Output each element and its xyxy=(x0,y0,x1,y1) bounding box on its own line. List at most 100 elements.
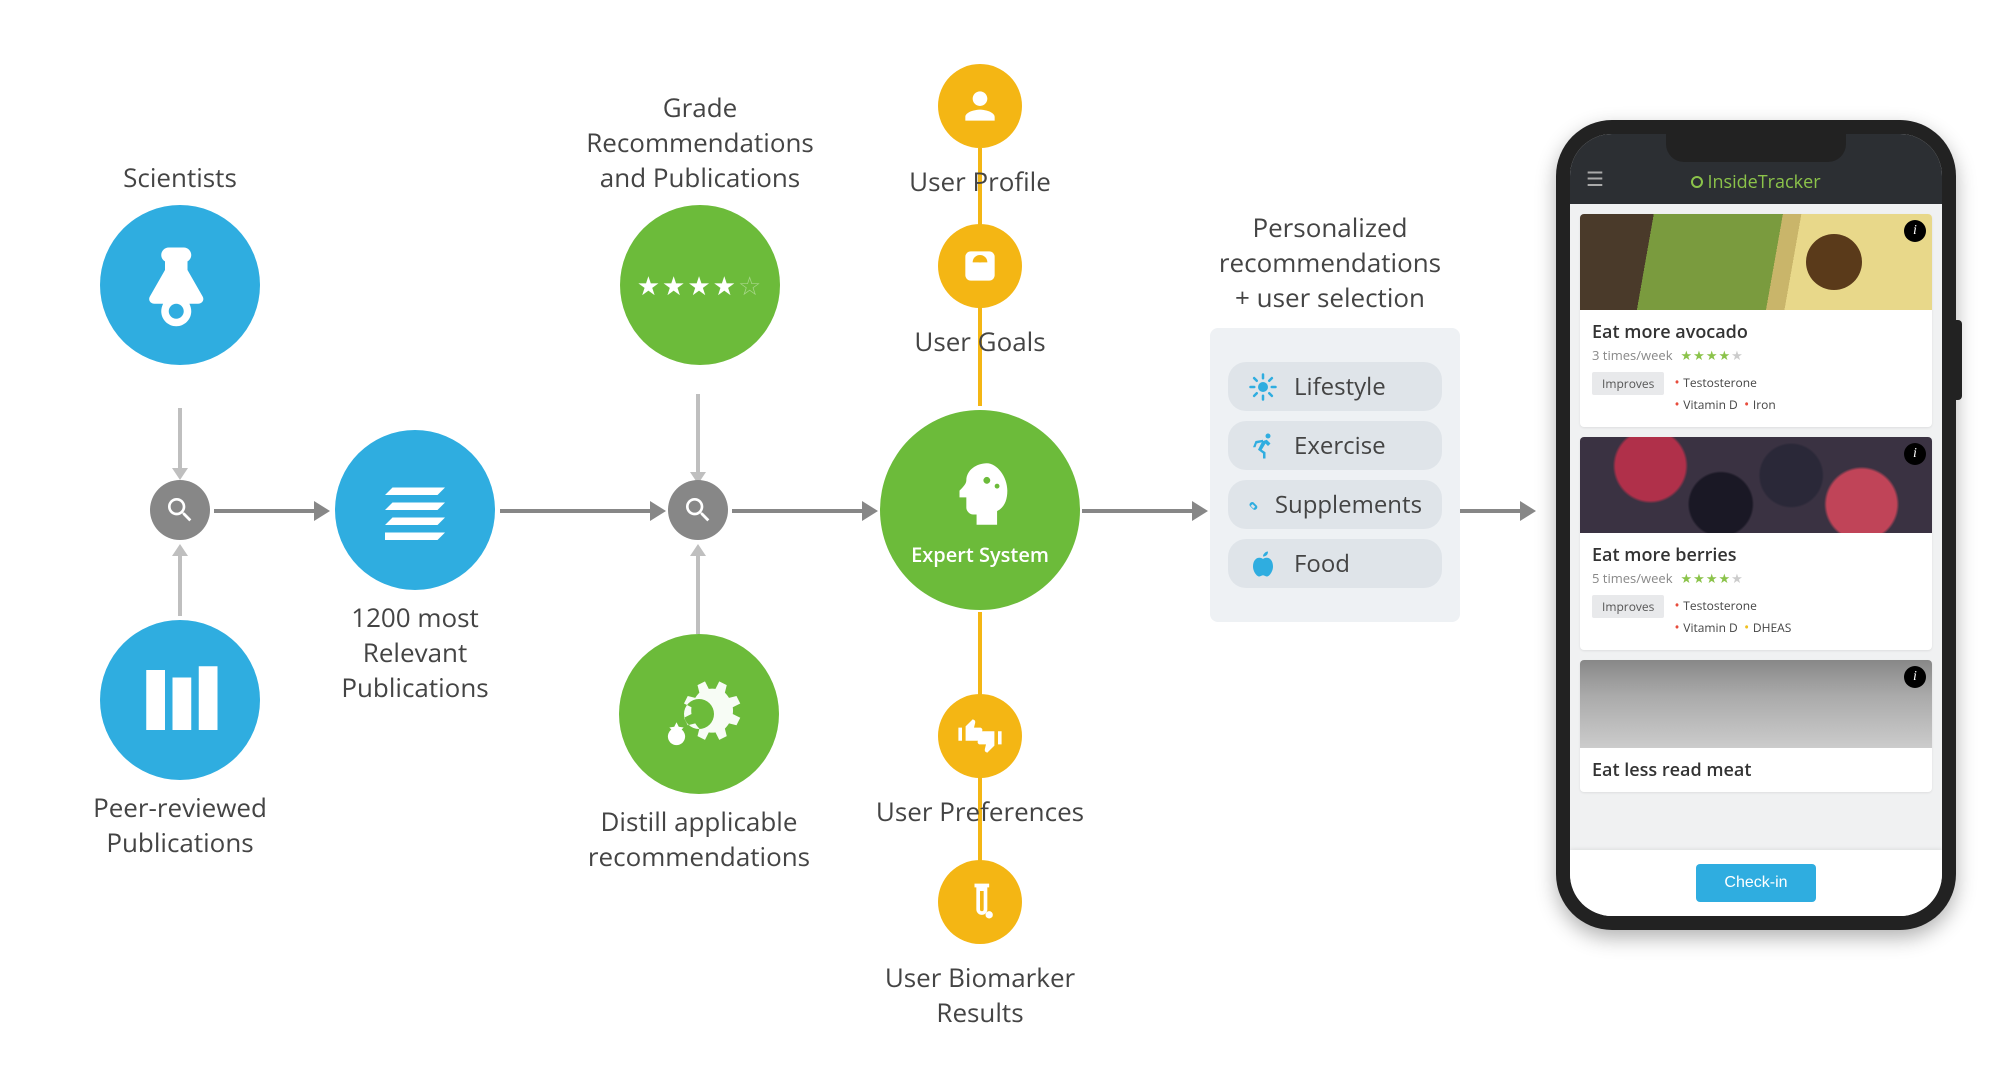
label-goals: User Goals xyxy=(880,324,1080,359)
tag: Iron xyxy=(1744,396,1776,413)
thumbs-icon xyxy=(938,694,1022,778)
connector xyxy=(214,509,314,513)
arrow-up-icon xyxy=(172,544,188,556)
node-search2 xyxy=(668,480,728,540)
magnify-icon xyxy=(150,480,210,540)
connector xyxy=(1082,509,1192,513)
user-icon xyxy=(938,64,1022,148)
card-freq: 3 times/week xyxy=(1592,346,1673,364)
arrow-right-icon xyxy=(650,501,666,521)
tag-list: Testosterone Vitamin D Iron xyxy=(1674,372,1775,417)
connector xyxy=(732,509,862,513)
node-grade: Grade Recommendations and Publications ★… xyxy=(570,90,830,365)
node-biomarker xyxy=(938,860,1022,944)
connector xyxy=(696,556,700,634)
stars-icon: ★★★★☆ xyxy=(620,205,780,365)
journals-icon xyxy=(100,620,260,780)
sun-icon xyxy=(1248,372,1278,402)
info-icon[interactable]: i xyxy=(1904,220,1926,242)
connector xyxy=(696,394,700,472)
node-scientists: Scientists xyxy=(80,160,280,365)
tag: DHEAS xyxy=(1744,619,1791,636)
brand-text: InsideTracker xyxy=(1707,170,1820,194)
card-image: i xyxy=(1580,214,1932,310)
connector xyxy=(178,556,182,616)
node-goals xyxy=(938,224,1022,308)
rec-item-food: Food xyxy=(1228,539,1442,588)
phone-footer: Check-in xyxy=(1570,850,1942,916)
arrow-right-icon xyxy=(1192,501,1208,521)
label-prefs: User Preferences xyxy=(870,794,1090,829)
connector xyxy=(178,408,182,468)
connector xyxy=(1460,509,1520,513)
arrow-up-icon xyxy=(690,544,706,556)
label-profile: User Profile xyxy=(880,164,1080,199)
pill-icon xyxy=(1248,490,1259,520)
info-icon[interactable]: i xyxy=(1904,443,1926,465)
card-freq: 5 times/week xyxy=(1592,569,1673,587)
info-icon[interactable]: i xyxy=(1904,666,1926,688)
card-stars: ★★★★★ xyxy=(1681,346,1744,364)
card-berries[interactable]: i Eat more berries 5 times/week ★★★★★ Imp… xyxy=(1580,437,1932,650)
arrow-right-icon xyxy=(314,501,330,521)
testtube-icon xyxy=(938,860,1022,944)
rec-label: Lifestyle xyxy=(1294,370,1386,403)
rec-item-lifestyle: Lifestyle xyxy=(1228,362,1442,411)
node-search1 xyxy=(150,480,210,540)
tag: Vitamin D xyxy=(1674,619,1737,636)
books-icon xyxy=(335,430,495,590)
card-title: Eat more berries xyxy=(1592,543,1920,567)
card-stars: ★★★★★ xyxy=(1681,569,1744,587)
rec-label: Supplements xyxy=(1275,488,1422,521)
apple-icon xyxy=(1248,549,1278,579)
connector xyxy=(500,509,650,513)
tag-list: Testosterone Vitamin D DHEAS xyxy=(1674,595,1791,640)
scale-icon xyxy=(938,224,1022,308)
scientists-icon xyxy=(100,205,260,365)
card-image: i xyxy=(1580,437,1932,533)
phone-body: i Eat more avocado 3 times/week ★★★★★ Imp… xyxy=(1570,204,1942,850)
rec-item-exercise: Exercise xyxy=(1228,421,1442,470)
app-logo: InsideTracker xyxy=(1691,170,1820,194)
card-meat[interactable]: i Eat less read meat xyxy=(1580,660,1932,792)
arrow-down-icon xyxy=(172,468,188,480)
brain-icon: Expert System xyxy=(880,410,1080,610)
node-profile xyxy=(938,64,1022,148)
node-distill: Distill applicable recommendations xyxy=(584,634,814,874)
label-biomarker: User Biomarker Results xyxy=(870,960,1090,1030)
label-grade: Grade Recommendations and Publications xyxy=(570,90,830,195)
label-pubs: 1200 most Relevant Publications xyxy=(330,600,500,705)
label-distill: Distill applicable recommendations xyxy=(584,804,814,874)
improves-badge: Improves xyxy=(1592,595,1664,618)
tag: Vitamin D xyxy=(1674,396,1737,413)
phone-mockup: ☰ InsideTracker i Eat more avocado 3 tim… xyxy=(1556,120,1956,930)
arrow-right-icon xyxy=(862,501,878,521)
rec-item-supplements: Supplements xyxy=(1228,480,1442,529)
phone-notch xyxy=(1666,134,1846,162)
node-expert: Expert System xyxy=(880,410,1080,610)
runner-icon xyxy=(1248,431,1278,461)
rec-label: Food xyxy=(1294,547,1350,580)
card-image: i xyxy=(1580,660,1932,748)
card-title: Eat more avocado xyxy=(1592,320,1920,344)
rec-panel: Lifestyle Exercise Supplements Food xyxy=(1210,328,1460,622)
magnify-icon xyxy=(668,480,728,540)
label-peer: Peer-reviewed Publications xyxy=(80,790,280,860)
label-rec-title: Personalized recommendations + user sele… xyxy=(1200,210,1460,315)
arrow-right-icon xyxy=(1520,501,1536,521)
tag: Testosterone xyxy=(1674,597,1756,614)
tag: Testosterone xyxy=(1674,374,1756,391)
improves-badge: Improves xyxy=(1592,372,1664,395)
label-expert: Expert System xyxy=(911,541,1049,568)
label-scientists: Scientists xyxy=(80,160,280,195)
node-peer: Peer-reviewed Publications xyxy=(80,620,280,860)
node-pubs: 1200 most Relevant Publications xyxy=(330,430,500,705)
phone-screen: ☰ InsideTracker i Eat more avocado 3 tim… xyxy=(1570,134,1942,916)
checkin-button[interactable]: Check-in xyxy=(1696,864,1815,902)
node-prefs xyxy=(938,694,1022,778)
rec-label: Exercise xyxy=(1294,429,1386,462)
card-avocado[interactable]: i Eat more avocado 3 times/week ★★★★★ Imp… xyxy=(1580,214,1932,427)
hamburger-icon[interactable]: ☰ xyxy=(1586,165,1604,192)
card-title: Eat less read meat xyxy=(1592,758,1920,782)
gears-icon xyxy=(619,634,779,794)
